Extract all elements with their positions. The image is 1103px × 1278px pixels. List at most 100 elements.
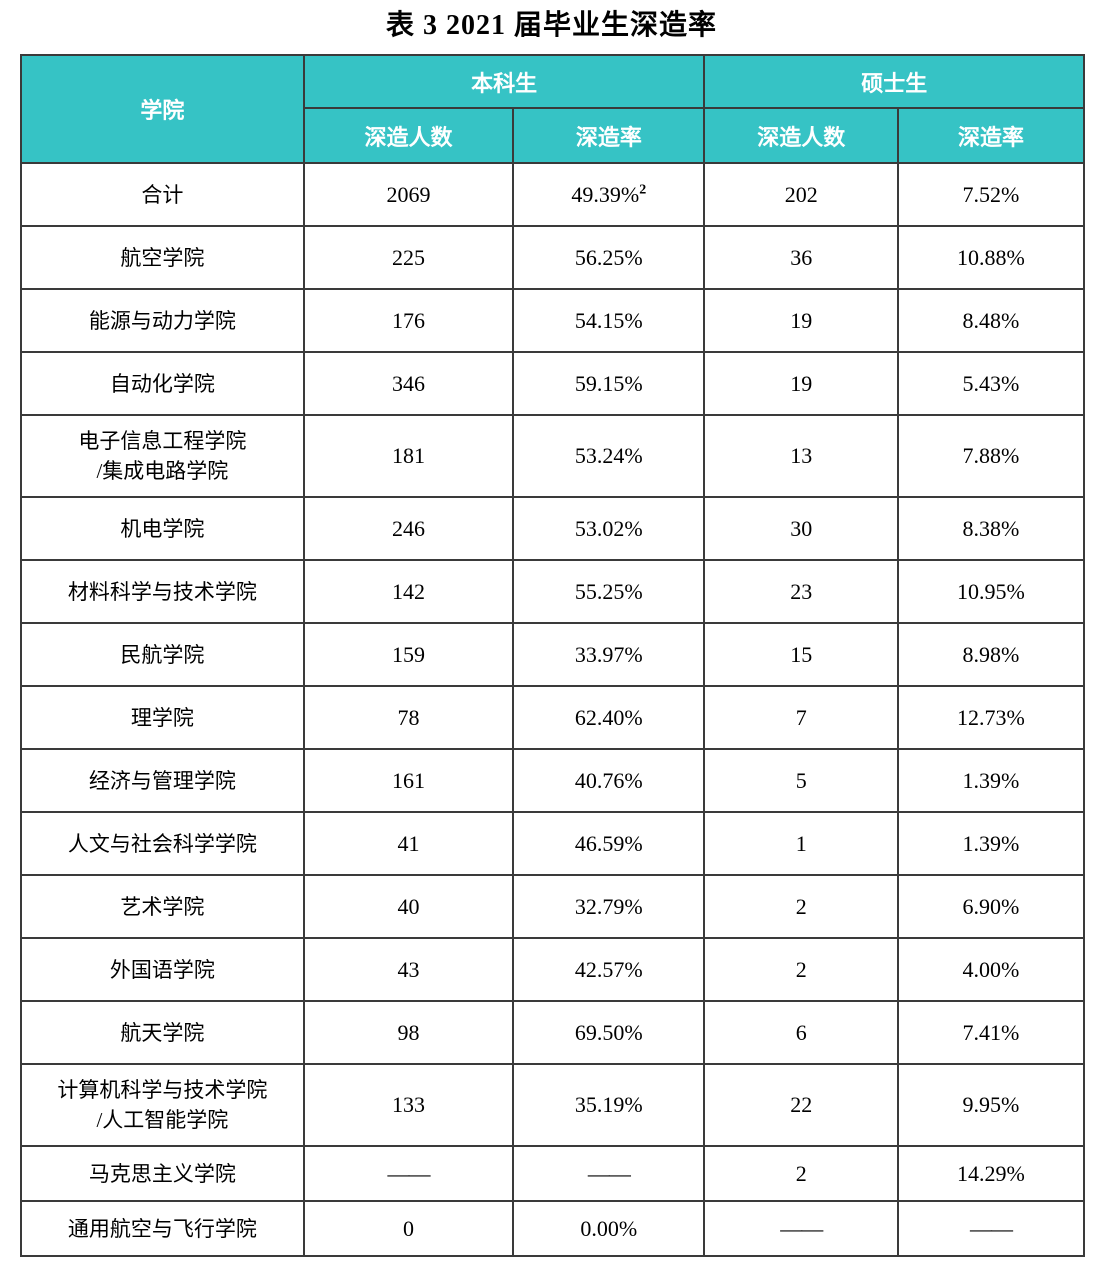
ug-rate-cell: 69.50%	[512, 1000, 706, 1065]
ug-rate-cell: 55.25%	[512, 559, 706, 624]
table-row: 航天学院 98 69.50% 6 7.41%	[20, 1000, 1086, 1065]
table-row: 计算机科学与技术学院/人工智能学院 133 35.19% 22 9.95%	[20, 1063, 1086, 1147]
ms-rate-cell: 7.88%	[896, 414, 1086, 498]
college-cell: 电子信息工程学院/集成电路学院	[20, 414, 305, 498]
ug-rate-cell: 42.57%	[512, 937, 706, 1002]
ug-rate-cell: 46.59%	[512, 811, 706, 876]
college-name: 外国语学院	[109, 957, 215, 982]
college-cell: 计算机科学与技术学院/人工智能学院	[20, 1063, 305, 1147]
ms-count-cell: 22	[703, 1063, 899, 1147]
college-name: 马克思主义学院	[88, 1161, 236, 1186]
ms-rate-cell: 1.39%	[896, 811, 1086, 876]
ug-count-cell: 346	[302, 351, 515, 416]
college-name: 能源与动力学院	[88, 308, 236, 333]
ug-rate-cell: 40.76%	[512, 748, 706, 813]
college-name: 经济与管理学院	[88, 768, 236, 793]
college-name: 人文与社会科学学院	[67, 831, 257, 856]
ms-rate-cell: 8.38%	[896, 496, 1086, 561]
further-study-rate-table: 学院 本科生 硕士生 深造人数 深造率 深造人数 深造率 合计 2069 49.…	[20, 54, 1086, 1257]
header-ms-count: 深造人数	[703, 107, 899, 164]
college-cell: 马克思主义学院	[20, 1145, 305, 1202]
ug-count-cell: 2069	[302, 162, 515, 227]
college-cell: 能源与动力学院	[20, 288, 305, 353]
college-name: 电子信息工程学院	[78, 429, 247, 453]
table-row: 经济与管理学院 161 40.76% 5 1.39%	[20, 748, 1086, 813]
ms-rate-cell: 6.90%	[896, 874, 1086, 939]
college-name: 艺术学院	[120, 894, 205, 919]
college-name-line2: /人工智能学院	[96, 1108, 229, 1132]
ug-rate-cell: 0.00%	[512, 1200, 706, 1257]
ms-count-cell: 1	[703, 811, 899, 876]
table-row: 自动化学院 346 59.15% 19 5.43%	[20, 351, 1086, 416]
college-name: 机电学院	[120, 516, 205, 541]
ug-rate-cell: 56.25%	[512, 225, 706, 290]
ug-count-cell: ——	[302, 1145, 515, 1202]
ms-count-cell: 23	[703, 559, 899, 624]
college-name: 合计	[141, 182, 184, 207]
college-cell: 民航学院	[20, 622, 305, 687]
ug-count-cell: 181	[302, 414, 515, 498]
ug-count-cell: 161	[302, 748, 515, 813]
table-row: 人文与社会科学学院 41 46.59% 1 1.39%	[20, 811, 1086, 876]
ms-rate-cell: ——	[896, 1200, 1086, 1257]
ug-count-cell: 41	[302, 811, 515, 876]
ug-rate-cell: 35.19%	[512, 1063, 706, 1147]
header-ug-rate: 深造率	[512, 107, 706, 164]
ug-count-cell: 176	[302, 288, 515, 353]
ms-rate-cell: 4.00%	[896, 937, 1086, 1002]
ms-count-cell: 202	[703, 162, 899, 227]
ug-rate-cell: 33.97%	[512, 622, 706, 687]
ug-rate-cell: 32.79%	[512, 874, 706, 939]
ug-rate-cell: 53.02%	[512, 496, 706, 561]
ug-count-cell: 43	[302, 937, 515, 1002]
college-cell: 自动化学院	[20, 351, 305, 416]
college-cell: 经济与管理学院	[20, 748, 305, 813]
header-undergrad-group: 本科生	[302, 54, 706, 109]
table-row: 航空学院 225 56.25% 36 10.88%	[20, 225, 1086, 290]
ug-count-cell: 0	[302, 1200, 515, 1257]
table-row: 理学院 78 62.40% 7 12.73%	[20, 685, 1086, 750]
ug-rate-cell: 54.15%	[512, 288, 706, 353]
table-row: 外国语学院 43 42.57% 2 4.00%	[20, 937, 1086, 1002]
ug-count-cell: 133	[302, 1063, 515, 1147]
ms-rate-cell: 10.95%	[896, 559, 1086, 624]
college-name: 计算机科学与技术学院	[57, 1078, 268, 1102]
college-name-line2: /集成电路学院	[96, 459, 229, 483]
ms-rate-cell: 12.73%	[896, 685, 1086, 750]
ms-rate-cell: 8.98%	[896, 622, 1086, 687]
table-row: 机电学院 246 53.02% 30 8.38%	[20, 496, 1086, 561]
ms-count-cell: 7	[703, 685, 899, 750]
college-cell: 外国语学院	[20, 937, 305, 1002]
ms-count-cell: 2	[703, 1145, 899, 1202]
table-row: 艺术学院 40 32.79% 2 6.90%	[20, 874, 1086, 939]
ms-rate-cell: 1.39%	[896, 748, 1086, 813]
table-row: 材料科学与技术学院 142 55.25% 23 10.95%	[20, 559, 1086, 624]
ug-count-cell: 78	[302, 685, 515, 750]
ug-count-cell: 40	[302, 874, 515, 939]
ug-rate-cell: 59.15%	[512, 351, 706, 416]
ms-rate-cell: 10.88%	[896, 225, 1086, 290]
college-cell: 航天学院	[20, 1000, 305, 1065]
ms-count-cell: 6	[703, 1000, 899, 1065]
college-cell: 合计	[20, 162, 305, 227]
table-row: 民航学院 159 33.97% 15 8.98%	[20, 622, 1086, 687]
table-row: 能源与动力学院 176 54.15% 19 8.48%	[20, 288, 1086, 353]
college-name: 民航学院	[120, 642, 205, 667]
footnote-marker: 2	[639, 182, 647, 198]
ug-rate-cell: 62.40%	[512, 685, 706, 750]
table-row: 合计 2069 49.39%2 202 7.52%	[20, 162, 1086, 227]
ms-count-cell: 36	[703, 225, 899, 290]
college-cell: 材料科学与技术学院	[20, 559, 305, 624]
ms-rate-cell: 9.95%	[896, 1063, 1086, 1147]
table-row: 通用航空与飞行学院 0 0.00% —— ——	[20, 1200, 1086, 1257]
ms-rate-cell: 7.41%	[896, 1000, 1086, 1065]
college-name: 自动化学院	[109, 371, 215, 396]
ms-rate-cell: 5.43%	[896, 351, 1086, 416]
college-cell: 通用航空与飞行学院	[20, 1200, 305, 1257]
college-name: 理学院	[130, 705, 194, 730]
table-row: 电子信息工程学院/集成电路学院 181 53.24% 13 7.88%	[20, 414, 1086, 498]
page-title: 表 3 2021 届毕业生深造率	[385, 10, 717, 41]
ms-count-cell: 2	[703, 937, 899, 1002]
college-cell: 航空学院	[20, 225, 305, 290]
